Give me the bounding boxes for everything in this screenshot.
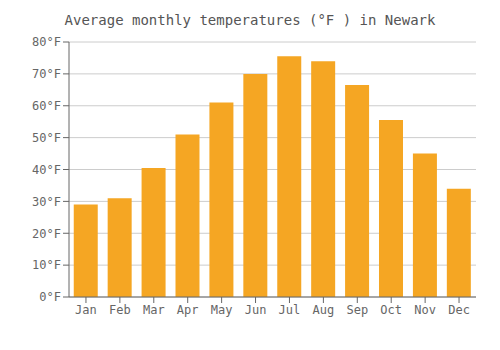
svg-text:70°F: 70°F [32, 67, 61, 81]
svg-text:60°F: 60°F [32, 99, 61, 113]
svg-text:30°F: 30°F [32, 195, 61, 209]
svg-text:Jun: Jun [245, 303, 267, 317]
svg-text:Aug: Aug [313, 303, 335, 317]
svg-text:May: May [211, 303, 233, 317]
svg-text:Jul: Jul [279, 303, 301, 317]
svg-text:Mar: Mar [143, 303, 165, 317]
svg-text:0°F: 0°F [39, 290, 61, 304]
svg-text:Feb: Feb [109, 303, 131, 317]
svg-text:50°F: 50°F [32, 131, 61, 145]
svg-text:80°F: 80°F [32, 35, 61, 49]
svg-text:Jan: Jan [75, 303, 97, 317]
svg-text:Dec: Dec [448, 303, 470, 317]
svg-text:Sep: Sep [346, 303, 368, 317]
svg-text:Oct: Oct [380, 303, 402, 317]
svg-text:40°F: 40°F [32, 163, 61, 177]
svg-text:10°F: 10°F [32, 258, 61, 272]
svg-text:Nov: Nov [414, 303, 436, 317]
svg-text:20°F: 20°F [32, 227, 61, 241]
svg-text:Apr: Apr [177, 303, 199, 317]
html-text:Average monthly temperatures (: Average monthly temperatures (°F ) in Ne… [64, 12, 436, 28]
